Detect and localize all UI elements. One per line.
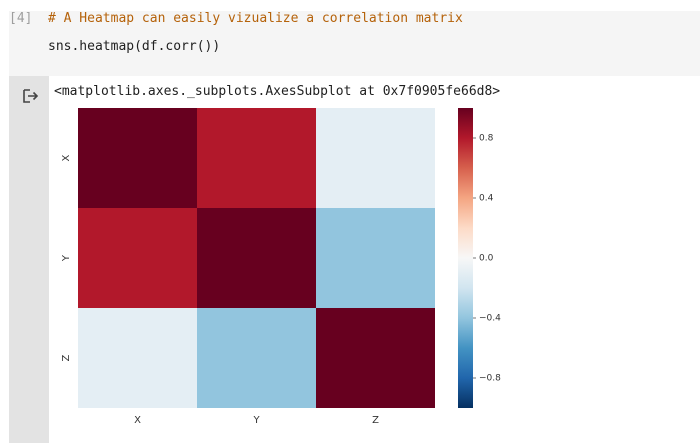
heatmap-cell-Z-X — [78, 308, 197, 408]
colorbar-tick-label: 0.0 — [479, 254, 494, 264]
colorbar-tick-label: 0.4 — [479, 194, 494, 204]
x-tick-labels: X Y Z — [134, 415, 379, 426]
x-tick-label: X — [134, 415, 141, 426]
heatmap-cells — [78, 108, 435, 408]
colorbar-tick-label: −0.8 — [479, 374, 501, 384]
heatmap-cell-Y-X — [78, 208, 197, 308]
heatmap-figure: X Y Z X Y Z 0.8 0.4 0.0 −0.4 −0.8 — [61, 108, 501, 426]
colorbar-tick-label: 0.8 — [479, 134, 494, 144]
colorbar-tick-label: −0.4 — [479, 314, 501, 324]
y-tick-label: Z — [61, 354, 72, 361]
heatmap-cell-Z-Z — [316, 308, 435, 408]
heatmap-cell-Z-Y — [197, 308, 316, 408]
heatmap-cell-X-Z — [316, 108, 435, 208]
colorbar — [458, 108, 473, 408]
output-repr-text: <matplotlib.axes._subplots.AxesSubplot a… — [54, 84, 501, 99]
output-gutter — [9, 76, 49, 443]
y-tick-labels: X Y Z — [61, 154, 72, 361]
execution-count: [4] — [9, 11, 33, 26]
output-redirect-icon[interactable] — [21, 87, 39, 105]
code-cell[interactable] — [9, 11, 700, 76]
y-tick-label: X — [61, 154, 72, 161]
code-comment[interactable]: # A Heatmap can easily vizualize a corre… — [48, 11, 463, 26]
heatmap-cell-Y-Z — [316, 208, 435, 308]
heatmap-cell-Y-Y — [197, 208, 316, 308]
y-tick-label: Y — [61, 254, 72, 262]
x-tick-label: Y — [252, 415, 260, 426]
heatmap-cell-X-X — [78, 108, 197, 208]
heatmap-cell-X-Y — [197, 108, 316, 208]
x-tick-label: Z — [372, 415, 379, 426]
colorbar-ticks: 0.8 0.4 0.0 −0.4 −0.8 — [473, 134, 501, 384]
code-statement[interactable]: sns.heatmap(df.corr()) — [48, 39, 221, 54]
